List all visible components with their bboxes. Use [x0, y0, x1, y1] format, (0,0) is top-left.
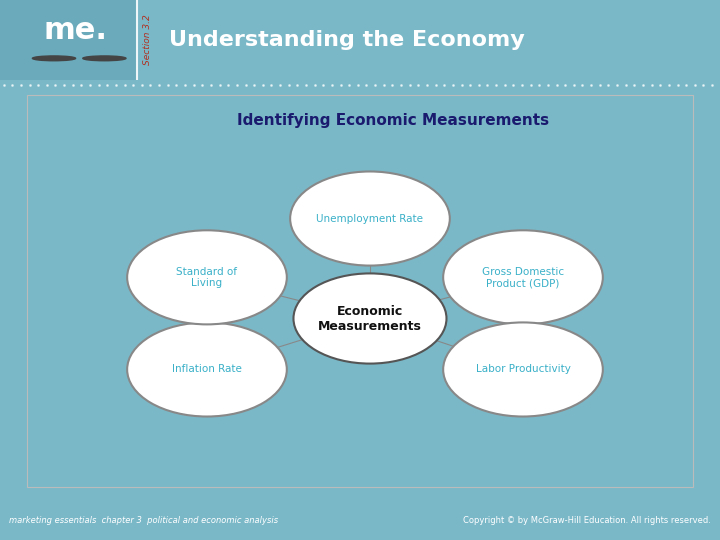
- Ellipse shape: [127, 322, 287, 416]
- Ellipse shape: [127, 230, 287, 325]
- Text: Section 3.2: Section 3.2: [143, 15, 152, 65]
- Text: Understanding the Economy: Understanding the Economy: [169, 30, 525, 50]
- Text: Labor Productivity: Labor Productivity: [475, 364, 570, 374]
- Text: me.: me.: [43, 16, 107, 45]
- Text: Standard of
Living: Standard of Living: [176, 267, 238, 288]
- Text: Identifying Economic Measurements: Identifying Economic Measurements: [237, 113, 549, 127]
- Ellipse shape: [444, 230, 603, 325]
- Circle shape: [32, 56, 76, 60]
- Circle shape: [83, 56, 126, 60]
- Text: Gross Domestic
Product (GDP): Gross Domestic Product (GDP): [482, 267, 564, 288]
- FancyBboxPatch shape: [0, 0, 137, 80]
- Text: marketing essentials  chapter 3  political and economic analysis: marketing essentials chapter 3 political…: [9, 516, 278, 525]
- Text: Economic
Measurements: Economic Measurements: [318, 305, 422, 333]
- Text: Copyright © by McGraw-Hill Education. All rights reserved.: Copyright © by McGraw-Hill Education. Al…: [464, 516, 711, 525]
- Ellipse shape: [444, 322, 603, 416]
- Text: Unemployment Rate: Unemployment Rate: [317, 213, 423, 224]
- Text: Inflation Rate: Inflation Rate: [172, 364, 242, 374]
- Ellipse shape: [290, 172, 450, 266]
- Text: Graphic
  Organizer: Graphic Organizer: [54, 113, 116, 134]
- Ellipse shape: [294, 273, 446, 363]
